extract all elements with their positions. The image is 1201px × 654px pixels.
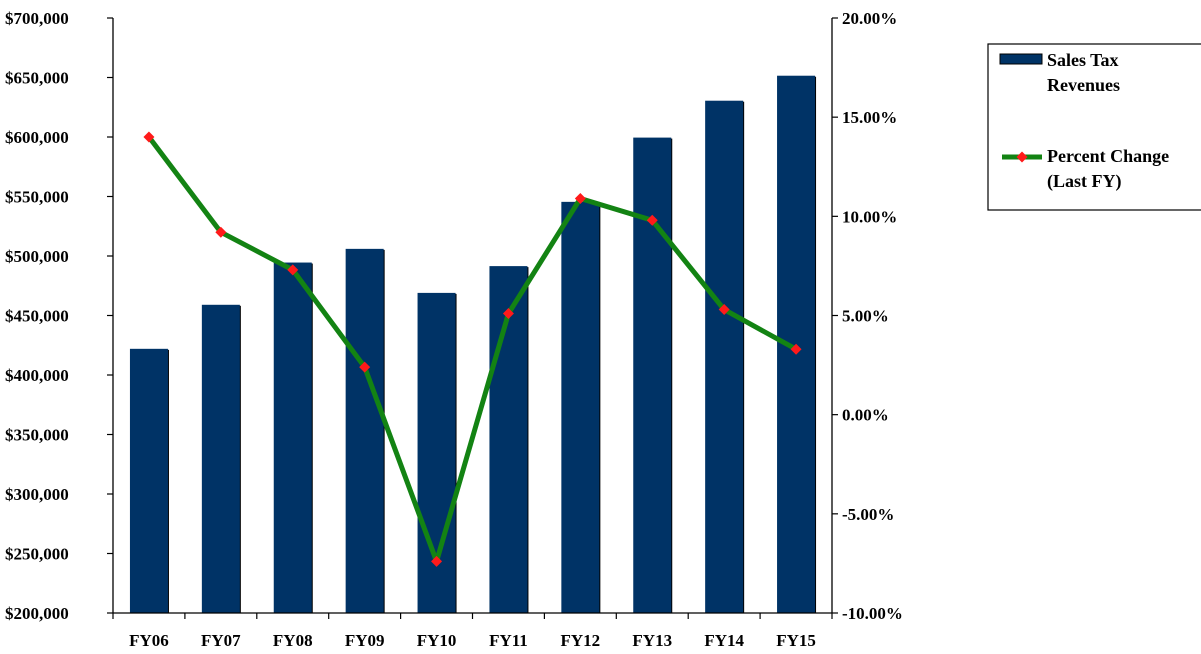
- x-tick-label: FY07: [201, 631, 241, 650]
- right-tick-label: -10.00%: [842, 604, 903, 623]
- legend: Sales Tax Revenues Percent Change (Last FY): [987, 43, 1201, 211]
- right-tick-label: 5.00%: [842, 307, 889, 326]
- percent-change-marker-FY12: [574, 192, 586, 204]
- right-tick-label: 0.00%: [842, 406, 889, 425]
- left-tick-label: $300,000: [5, 485, 69, 504]
- left-tick-label: $250,000: [5, 545, 69, 564]
- bar-FY08: [273, 262, 312, 613]
- left-tick-label: $550,000: [5, 188, 69, 207]
- bar-FY06: [129, 348, 168, 613]
- left-tick-label: $450,000: [5, 307, 69, 326]
- percent-change-marker-FY07: [215, 226, 227, 238]
- percent-change-marker-FY06: [143, 131, 155, 143]
- bar-FY09: [345, 248, 384, 614]
- legend-box: [987, 43, 1201, 211]
- percent-change-marker-FY14: [718, 304, 730, 316]
- bar-series-sales-tax-revenues: [129, 75, 817, 614]
- x-tick-label: FY11: [489, 631, 528, 650]
- x-tick-label: FY15: [776, 631, 816, 650]
- x-tick-label: FY12: [561, 631, 601, 650]
- percent-change-line: [146, 135, 798, 564]
- legend-label-percent-change: Percent Change: [1047, 146, 1169, 166]
- left-tick-label: $650,000: [5, 69, 69, 88]
- left-tick-label: $500,000: [5, 247, 69, 266]
- left-tick-label: $700,000: [5, 9, 69, 28]
- percent-change-marker-FY08: [287, 264, 299, 276]
- bar-FY12: [561, 201, 600, 614]
- percent-change-marker-FY15: [790, 343, 802, 355]
- legend-label-sales-tax-revenues: Revenues: [1047, 75, 1120, 95]
- right-tick-label: 20.00%: [842, 9, 897, 28]
- legend-label-sales-tax-revenues: Sales Tax: [1047, 50, 1119, 70]
- bar-FY14: [705, 100, 744, 613]
- x-tick-label: FY08: [273, 631, 313, 650]
- percent-change-marker-FY11: [502, 308, 514, 320]
- legend-label-percent-change: (Last FY): [1047, 171, 1122, 192]
- right-tick-label: -5.00%: [842, 505, 894, 524]
- percent-change-marker-FY13: [646, 214, 658, 226]
- left-tick-label: $600,000: [5, 128, 69, 147]
- right-tick-label: 10.00%: [842, 207, 897, 226]
- percent-change-marker-FY09: [359, 361, 371, 373]
- left-tick-label: $200,000: [5, 604, 69, 623]
- bar-FY11: [489, 266, 528, 613]
- bar-FY07: [201, 304, 240, 613]
- x-tick-label: FY13: [632, 631, 672, 650]
- x-tick-label: FY09: [345, 631, 385, 650]
- right-tick-label: 15.00%: [842, 108, 897, 127]
- legend-bar-swatch: [999, 53, 1043, 65]
- left-tick-label: $350,000: [5, 426, 69, 445]
- x-tick-label: FY10: [417, 631, 457, 650]
- x-tick-label: FY06: [129, 631, 169, 650]
- x-tick-label: FY14: [704, 631, 744, 650]
- line-series-percent-change: [143, 131, 802, 567]
- percent-change-marker-FY10: [431, 555, 443, 567]
- bar-FY13: [633, 137, 672, 613]
- axes: $200,000 $250,000 $300,000 $350,000 $400,000…: [5, 9, 903, 650]
- legend-line-marker: [1016, 151, 1028, 163]
- left-tick-label: $400,000: [5, 366, 69, 385]
